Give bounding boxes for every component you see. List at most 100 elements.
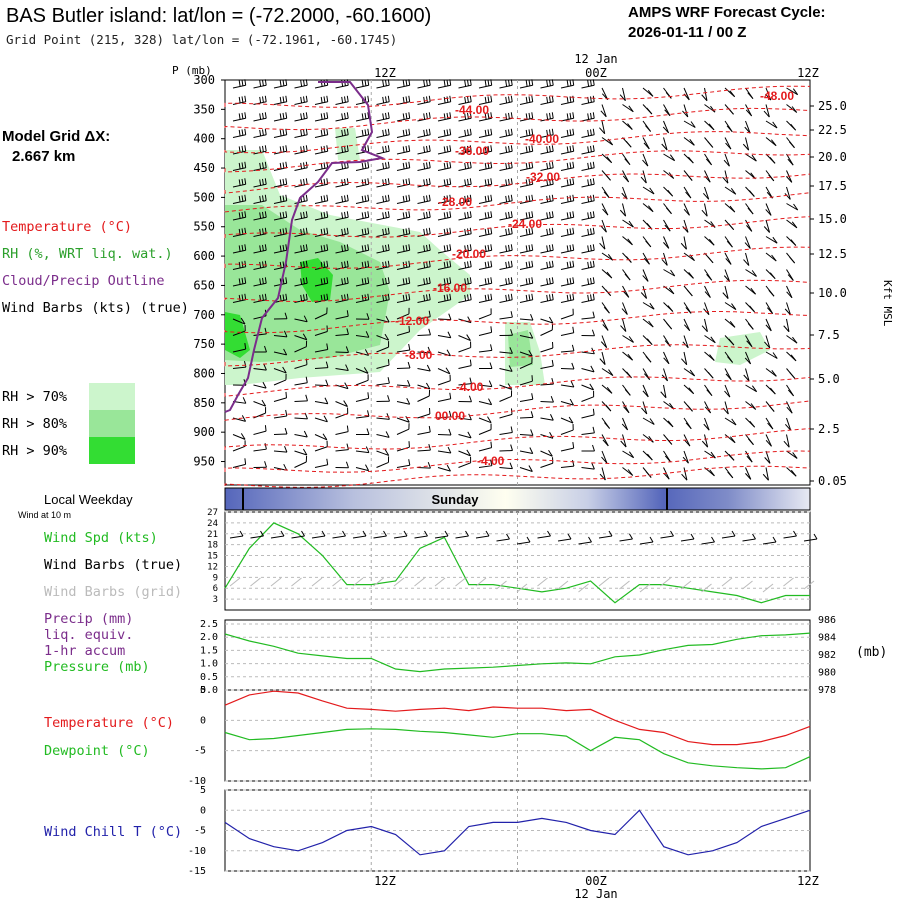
wind-barb (335, 95, 349, 105)
wind-barb (273, 312, 288, 320)
surface-wind-barb (752, 533, 756, 540)
wind-barb (417, 95, 431, 105)
wind-barb (355, 244, 370, 254)
pressure-tick-label: 986 (818, 615, 836, 626)
pressure-tick-label: 700 (193, 308, 215, 322)
panel-label: 1-hr accum (44, 643, 125, 659)
wind-barb (294, 412, 308, 420)
wind-barb (540, 244, 554, 254)
wind-barb (478, 293, 493, 303)
wind-barb (600, 219, 607, 233)
chart-title: BAS Butler island: lat/lon = (-72.2000, … (6, 5, 431, 27)
wind-barb (765, 384, 776, 395)
wind-barb (784, 302, 791, 316)
wind-barb (786, 351, 797, 362)
wind-barb (499, 244, 513, 254)
wind-barb (683, 417, 692, 430)
wind-barb (540, 396, 554, 403)
grid-wind-barb (393, 577, 405, 587)
grid-wind-barb (660, 577, 671, 587)
wind-barb (232, 211, 247, 221)
wind-barb (499, 95, 513, 105)
rh-key-label: RH > 80% (2, 416, 67, 432)
wind-barb (253, 211, 267, 221)
surface-wind-barb (434, 535, 449, 539)
wind-barb (642, 252, 650, 265)
wind-barb (601, 153, 613, 164)
wind-barb (376, 95, 390, 105)
wind-barb (765, 137, 777, 147)
wind-barb (599, 236, 606, 250)
rh-region (508, 330, 533, 367)
cycle-value: 2026-01-11 / 00 Z (628, 24, 746, 41)
surface-wind-barb (393, 535, 408, 539)
wind-barb (642, 368, 651, 380)
wind-barb (560, 161, 575, 171)
wind-barb (601, 434, 609, 447)
wind-barb (273, 445, 288, 453)
wind-barb (724, 467, 734, 479)
wind-tick-label: 27 (207, 508, 218, 518)
wind-barb (273, 244, 288, 254)
wind-barb (581, 462, 595, 470)
grid-wind-barb (578, 583, 589, 593)
grid-wind-barb (721, 577, 733, 587)
wind-barb (744, 236, 751, 249)
wind-barb (458, 161, 472, 171)
surface-wind-barb (352, 535, 367, 539)
wind-barb (499, 128, 513, 138)
surface-wind-barb (260, 530, 264, 537)
wind-barb (273, 348, 288, 356)
surface-wind-barb (772, 536, 777, 543)
wind-barb (663, 302, 674, 312)
wind-barb (642, 384, 649, 398)
height-tick-label: 2.5 (818, 422, 840, 436)
wind-barb (581, 365, 595, 373)
wind-barb (417, 244, 431, 254)
wind-barb (355, 194, 370, 204)
wind-barb (294, 376, 308, 386)
wind-barb (540, 260, 554, 270)
height-tick-label: 17.5 (818, 179, 847, 193)
surface-wind-barb (793, 530, 797, 537)
precip-tick-label: 0.5 (200, 672, 218, 683)
pressure-tick-label: 650 (193, 278, 215, 292)
wind-barb (519, 79, 534, 89)
surface-wind-barb (465, 530, 469, 537)
wind-barb (722, 170, 729, 184)
wind-barb (519, 145, 534, 155)
wind-barb (765, 368, 777, 377)
wind-barb (458, 449, 471, 457)
wind-barb (724, 87, 736, 98)
rh-region (300, 258, 333, 302)
surface-wind-barb (239, 530, 244, 537)
wind-barb (519, 331, 534, 339)
top-time-label-3: 12Z (797, 66, 819, 80)
wind-barb (335, 400, 348, 408)
wind-barb (622, 120, 633, 130)
surface-wind-barb (629, 533, 633, 540)
wind-barb (437, 161, 452, 171)
wind-barb (294, 315, 308, 323)
wind-barb (396, 145, 411, 155)
wind-barb (786, 87, 799, 96)
wind-barb (581, 178, 595, 188)
wind-barb (560, 308, 574, 320)
surface-wind-barb (342, 530, 346, 537)
grid-wind-barb (639, 583, 651, 593)
wind-barb (601, 384, 613, 394)
wind-barb (641, 401, 648, 415)
height-tick-label: 10.0 (818, 286, 847, 300)
rh-region (225, 312, 250, 358)
wind-barb (396, 307, 410, 320)
surface-wind-barb (660, 535, 674, 539)
wind-barb (253, 178, 267, 188)
wind-barb (786, 236, 797, 246)
grid-wind-barb (332, 577, 343, 587)
wind-height-label: Wind at 10 m (18, 510, 71, 520)
wind-barb (622, 219, 634, 228)
wind-barb (499, 79, 513, 89)
wind-barb (642, 467, 652, 478)
wind-barb (601, 417, 611, 429)
temperature-contour (224, 216, 811, 238)
